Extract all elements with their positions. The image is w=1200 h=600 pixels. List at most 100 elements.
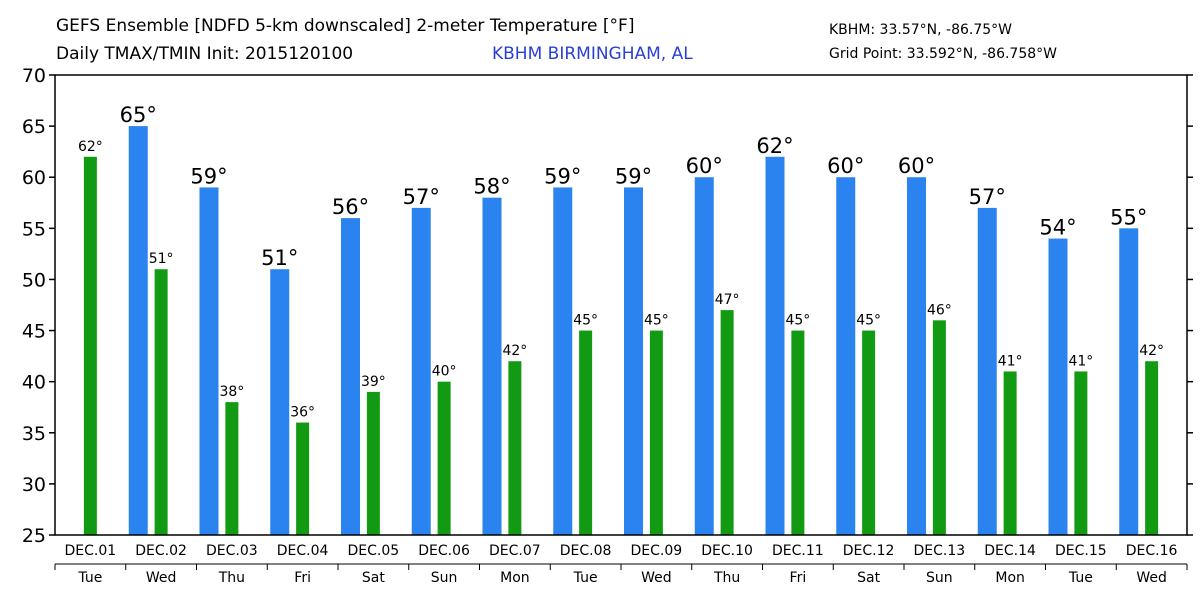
tmin-label: 42° (1139, 343, 1164, 359)
grid-point-coordinates: Grid Point: 33.592°N, -86.758°W (829, 46, 1057, 62)
y-tick-label: 70 (22, 65, 46, 87)
x-date-label: DEC.16 (1126, 543, 1178, 559)
tmax-label: 65° (120, 103, 157, 127)
tmax-bar (907, 177, 926, 535)
tmax-bar (624, 187, 643, 535)
y-tick-label: 35 (22, 423, 46, 445)
x-date-label: DEC.01 (65, 543, 117, 559)
x-date-label: DEC.09 (631, 543, 683, 559)
tmax-label: 56° (332, 195, 369, 219)
x-weekday-label: Wed (146, 570, 177, 586)
x-weekday-label: Fri (790, 570, 807, 586)
y-axis: 25 30 35 40 45 50 55 60 65 70 (22, 65, 1193, 547)
plot-frame (54, 74, 1188, 536)
x-weekday-label: Tue (77, 570, 102, 586)
y-tick-label: 65 (22, 116, 46, 138)
x-date-label: DEC.10 (701, 543, 753, 559)
tmax-bar (411, 207, 431, 535)
tmax-label: 60° (898, 154, 935, 178)
tmin-bar (720, 310, 734, 535)
tmin-bar (579, 330, 593, 535)
tmin-label: 47° (715, 292, 740, 308)
x-weekday-label: Wed (641, 570, 672, 586)
x-date-label: DEC.08 (560, 543, 612, 559)
bars-layer: 62° 65° 51° 59° 38° 51° 36° 56° 39° 57° 40° 58° 42° 5… (78, 103, 1164, 536)
x-weekday-label: Sun (926, 570, 953, 586)
tmax-bar (1048, 238, 1068, 536)
tmin-bar (366, 391, 380, 535)
x-weekday-label: Mon (995, 570, 1025, 586)
tmax-label: 59° (615, 164, 652, 188)
tmax-label: 57° (403, 185, 440, 209)
tmax-label: 62° (756, 134, 793, 158)
tmax-label: 54° (1039, 216, 1076, 240)
tmin-bar (1074, 371, 1088, 535)
tmax-bar (128, 126, 148, 535)
x-date-label: DEC.02 (135, 543, 187, 559)
tmin-label: 45° (856, 313, 881, 329)
tmax-bar (270, 269, 290, 535)
x-weekday-label: Tue (573, 570, 598, 586)
tmax-label: 59° (544, 164, 581, 188)
x-weekday-label: Wed (1136, 570, 1167, 586)
x-date-label: DEC.05 (348, 543, 400, 559)
x-date-label: DEC.07 (489, 543, 541, 559)
y-tick-label: 60 (22, 167, 46, 189)
tmin-bar (1145, 361, 1159, 535)
location-label: KBHM BIRMINGHAM, AL (492, 44, 693, 64)
tmin-label: 41° (998, 353, 1023, 369)
tmin-bar (154, 269, 168, 535)
tmax-label: 51° (261, 246, 298, 270)
tmax-label: 60° (686, 154, 723, 178)
tmin-label: 40° (432, 364, 457, 380)
tmax-bar (482, 197, 502, 535)
x-date-label: DEC.14 (984, 543, 1036, 559)
tmin-label: 45° (785, 313, 810, 329)
x-date-label: DEC.11 (772, 543, 824, 559)
tmin-label: 38° (219, 384, 244, 400)
tmax-label: 60° (827, 154, 864, 178)
tmin-bar (862, 330, 876, 535)
x-axis: DEC.01 Tue DEC.02 Wed DEC.03 Thu DEC.04 Fri DEC.… (54, 543, 1188, 586)
y-tick-label: 30 (22, 474, 46, 496)
y-tick-label: 45 (22, 321, 46, 343)
tmin-label: 51° (149, 251, 174, 267)
x-weekday-label: Sat (362, 570, 385, 586)
tmax-bar (199, 187, 219, 535)
y-tick-label: 40 (22, 372, 46, 394)
x-weekday-label: Sat (857, 570, 880, 586)
tmax-bar (765, 156, 785, 535)
tmin-bar (932, 320, 946, 535)
tmax-bar (341, 218, 360, 535)
tmin-bar (437, 381, 451, 535)
x-date-label: DEC.12 (843, 543, 895, 559)
x-date-label: DEC.13 (914, 543, 966, 559)
x-weekday-label: Thu (218, 570, 245, 586)
tmax-bar (694, 177, 714, 535)
x-weekday-label: Thu (713, 570, 740, 586)
tmin-bar (649, 330, 663, 535)
tmin-label: 42° (502, 343, 527, 359)
x-weekday-label: Fri (294, 570, 311, 586)
tmin-label: 45° (644, 313, 669, 329)
tmin-bar (225, 402, 239, 535)
tmin-bar (296, 422, 310, 535)
chart-subtitle: Daily TMAX/TMIN Init: 2015120100 (56, 44, 354, 64)
chart-title: GEFS Ensemble [NDFD 5-km downscaled] 2-m… (56, 16, 635, 36)
tmin-label: 41° (1068, 353, 1093, 369)
tmin-bar (791, 330, 805, 535)
x-date-label: DEC.04 (277, 543, 329, 559)
x-weekday-label: Sun (431, 570, 458, 586)
tmin-bar (1003, 371, 1017, 535)
y-tick-label: 25 (22, 525, 46, 547)
tmin-label: 45° (573, 313, 598, 329)
tmin-bar (83, 156, 97, 535)
x-date-label: DEC.06 (418, 543, 470, 559)
y-tick-label: 55 (22, 218, 46, 240)
tmax-label: 58° (473, 175, 510, 199)
tmin-label: 62° (78, 139, 103, 155)
tmax-label: 59° (190, 164, 227, 188)
tmax-bar (1119, 228, 1139, 536)
tmin-label: 39° (361, 374, 386, 390)
